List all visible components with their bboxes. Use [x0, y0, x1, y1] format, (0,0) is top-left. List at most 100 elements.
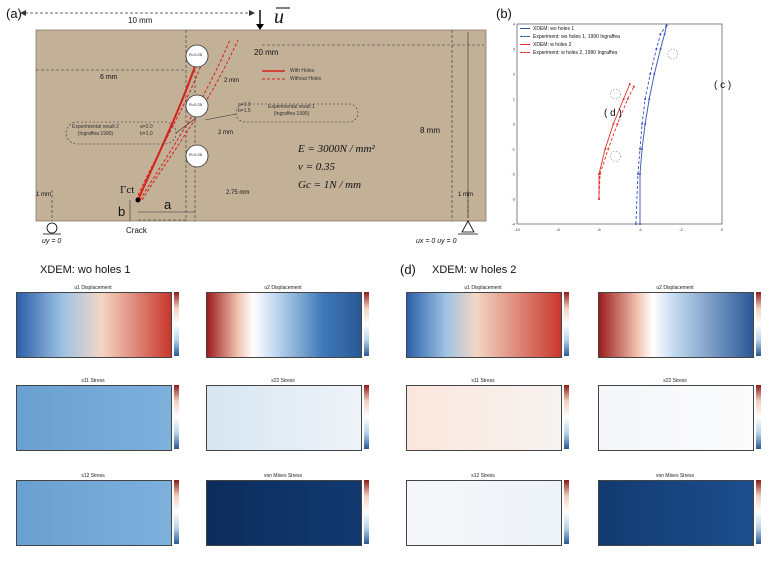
colorbar [364, 292, 369, 356]
series-point-2 [628, 83, 631, 85]
legend-b-1: Experiment: wo holes 1, 1990 Ingraffea [520, 33, 630, 41]
field-plot-title: von Mises Stress [263, 473, 303, 479]
dim-1mm-right-label: 1 mm [458, 192, 473, 198]
y-tick-label: 1 [513, 97, 516, 102]
series-point-1 [665, 24, 668, 27]
series-point-0 [644, 123, 647, 125]
field-plot [406, 292, 562, 358]
dim-6mm-label: 6 mm [100, 74, 118, 81]
series-point-3 [632, 85, 635, 88]
bc-right-label: ux = 0 uy = 0 [416, 238, 457, 245]
panel-b-label: (b) [496, 6, 512, 21]
exp2-label: Experimental result 2 (Ingraffea 1990) [72, 124, 119, 137]
series-point-1 [659, 33, 662, 35]
panel-d-label: (d) [400, 262, 416, 277]
field-plot-title: u1 Displacement [74, 285, 112, 291]
field-plot [16, 480, 172, 546]
colorbar [564, 292, 569, 356]
colorbar [174, 292, 179, 356]
dim-2mm-top-label: 2 mm [224, 78, 239, 84]
field-plot [206, 480, 362, 546]
hole-2-label: R=0.25 [189, 102, 203, 107]
y-tick-label: 4 [513, 22, 516, 27]
bc-left-label: uy = 0 [42, 238, 62, 245]
legend-b: XDEM: wo holes 1 Experiment: wo holes 1,… [520, 25, 630, 57]
series-point-1 [649, 73, 652, 75]
hole-marker [610, 151, 621, 162]
legend-b-3: Experiment: w holes 2, 1990 Ingraffea [520, 49, 630, 57]
series-point-2 [604, 148, 607, 150]
hole-1-label: R=0.25 [189, 52, 203, 57]
field-plot [598, 292, 754, 358]
dim-20mm-label: 20 mm [254, 48, 279, 57]
series-line-2 [598, 83, 631, 199]
colorbar [756, 292, 761, 356]
series-point-1 [634, 223, 637, 225]
hole-3-label: R=0.25 [189, 152, 203, 157]
legend-without-holes: Without Holes [290, 76, 322, 82]
y-tick-label: 3 [513, 47, 516, 52]
hole-1 [185, 44, 209, 68]
series-point-0 [659, 48, 662, 50]
series-point-3 [599, 173, 602, 175]
series-point-3 [626, 98, 629, 100]
legend-with-holes: With Holes [290, 68, 315, 74]
colorbar [174, 385, 179, 449]
field-plot [16, 385, 172, 451]
lower-right-title: XDEM: w holes 2 [432, 264, 517, 276]
colorbar [756, 385, 761, 449]
field-plot-title: s11 Stress [471, 378, 495, 384]
x-tick-label: 0 [721, 227, 724, 232]
colorbar [174, 480, 179, 544]
series-point-2 [612, 123, 615, 125]
callout-d: ( d ) [604, 108, 622, 119]
dim-2mm-mid-label: 2 mm [218, 130, 233, 136]
a-label: a [164, 197, 172, 212]
x-tick-label: -8 [556, 227, 560, 232]
legend-b-0: XDEM: wo holes 1 [520, 25, 630, 33]
exp1-params: a=1.0 b=1.5 [238, 102, 251, 114]
series-point-0 [641, 148, 644, 150]
hole-marker [667, 48, 679, 60]
series-point-1 [641, 123, 644, 125]
gamma-label: Γct [120, 184, 135, 196]
field-plot-title: u1 Displacement [464, 285, 502, 291]
series-point-1 [639, 148, 641, 150]
field-plot [406, 385, 562, 451]
support-left [46, 222, 58, 234]
field-plot-title: s22 Stress [663, 378, 687, 384]
field-plot-title: s12 Stress [81, 473, 105, 479]
series-point-1 [655, 48, 658, 50]
eq-Gc: Gc = 1N / mm [298, 179, 362, 191]
colorbar [364, 385, 369, 449]
series-line-3 [598, 86, 635, 200]
plot-frame [516, 23, 723, 225]
field-plot-title: von Mises Stress [655, 473, 695, 479]
y-tick-label: -1 [511, 147, 515, 152]
eq-E: E = 3000N / mm² [298, 143, 375, 155]
x-tick-label: -6 [597, 227, 601, 232]
field-plot-title: s12 Stress [471, 473, 495, 479]
b-label: b [118, 204, 126, 219]
dim-1mm-left-label: 1 mm [36, 192, 51, 198]
panel-a-figure [20, 7, 487, 235]
legend-b-2: XDEM: w holes 2 [520, 41, 630, 49]
field-plot-title: s11 Stress [81, 378, 105, 384]
dim-8mm-label: 8 mm [420, 126, 440, 135]
y-tick-label: 0 [513, 122, 516, 127]
field-plot [206, 385, 362, 451]
y-tick-label: -4 [511, 222, 515, 227]
y-tick-label: -2 [511, 172, 515, 177]
exp2-params: a=2.0 b=1.0 [140, 124, 153, 137]
crack-tip [135, 197, 141, 203]
colorbar [364, 480, 369, 544]
field-plot [206, 292, 362, 358]
field-plot-title: u2 Displacement [656, 285, 694, 291]
series-point-1 [636, 173, 639, 175]
series-point-0 [639, 223, 641, 225]
series-point-1 [644, 98, 647, 100]
dim-275mm-label: 2.75 mm [226, 190, 250, 196]
support-right [461, 220, 475, 233]
series-point-2 [622, 98, 625, 100]
